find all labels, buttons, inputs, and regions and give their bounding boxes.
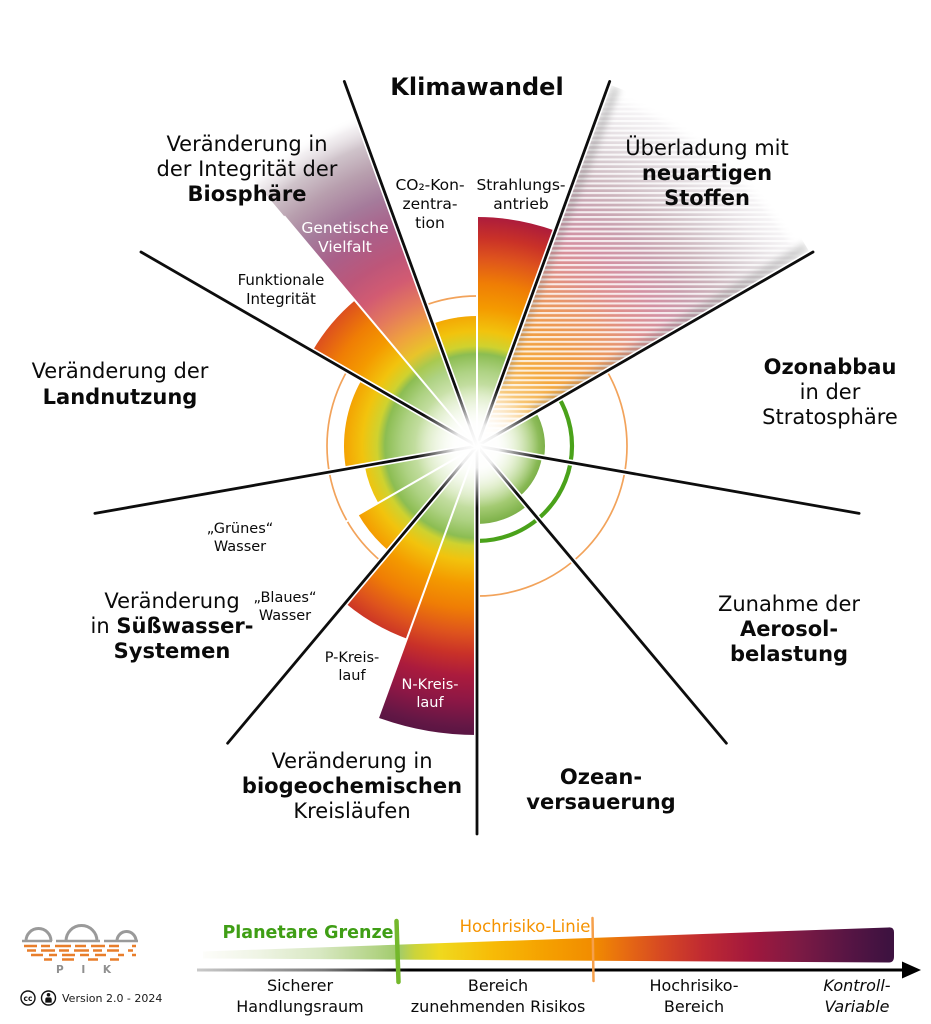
label-biogeochemische-kreislaeufe: Veränderung in biogeochemischen Kreisläufe… (242, 749, 462, 823)
footer: P I K cc Version 2.0 - 2024 (20, 924, 162, 1006)
pik-logo-dome-left (24, 927, 53, 942)
cc-icon-text: cc (24, 994, 33, 1003)
labels-layer: Klimawandel CO₂-Kon-zentra-tion Strahlungs… (32, 73, 898, 823)
label-blaues-wasser: „Blaues“ Wasser (253, 590, 316, 624)
divider-lines-layer (91, 78, 863, 837)
label-gruenes-wasser: „Grünes“ Wasser (207, 521, 274, 555)
label-biosphaere: Veränderung in der Integrität der Biosphär… (157, 132, 338, 206)
sector-boundary-line-340 (342, 80, 478, 446)
label-ozonabbau: Ozonabbau in der Stratosphäre (762, 355, 898, 429)
pik-logo: P I K (22, 924, 144, 976)
label-p-kreislauf: P-Kreis-lauf (325, 650, 380, 684)
sector-boundary-line-260 (93, 444, 477, 515)
sector-boundary-line-20 (476, 80, 612, 446)
label-suesswasser-systeme: Veränderung in Süßwasser-Systemen (91, 589, 254, 663)
high-risk-line-marker (591, 916, 595, 983)
high-risk-line-label: Hochrisiko-Linie (460, 917, 591, 936)
label-kontroll-variable: Kontroll-Variable (823, 976, 890, 1016)
label-landnutzung: Veränderung der Landnutzung (32, 359, 209, 409)
label-neuartige-stoffe: Überladung mit neuartigen Stoffen (625, 135, 788, 210)
label-funktionale-integritaet: Funktionale Integrität (238, 271, 325, 308)
legend-axis-arrowhead (902, 961, 921, 979)
wedge-genetische-vielfalt (250, 115, 477, 446)
label-klimawandel: Klimawandel (390, 73, 563, 101)
planetary-boundary-label: Planetare Grenze (222, 923, 393, 943)
pik-logo-text: P I K (56, 964, 118, 976)
sector-boundary-line-220 (226, 446, 478, 745)
label-aerosolbelastung: Zunahme der Aerosol-belastung (718, 592, 860, 666)
label-sicherer-handlungsraum: Sicherer Handlungsraum (236, 976, 363, 1016)
sector-boundary-line-140 (476, 446, 728, 745)
label-bereich-zunehmenden-risikos: Bereich zunehmenden Risikos (411, 976, 586, 1016)
planetary-boundary-marker (394, 918, 401, 985)
version-text: Version 2.0 - 2024 (62, 992, 162, 1005)
legend: Planetare Grenze Hochrisiko-Linie Sicher… (197, 916, 921, 1016)
label-co2-konzentration: CO₂-Kon-zentra-tion (395, 176, 464, 232)
label-genetische-vielfalt: Genetische Vielfalt (301, 219, 388, 256)
cc-icon (20, 990, 36, 1006)
novel-entities-stripes (477, 84, 811, 446)
cc-by-icon (40, 990, 57, 1006)
wedge-n-kreislauf (378, 446, 477, 735)
label-n-kreislauf: N-Kreis-lauf (402, 677, 459, 711)
cc-by-person-head (46, 993, 51, 997)
cc-by-person-body (45, 997, 52, 1003)
sector-boundary-line-100 (477, 444, 861, 515)
sector-boundary-line-60 (477, 250, 815, 447)
legend-gradient-bar (203, 927, 894, 963)
label-strahlungsantrieb: Strahlungs-antrieb (476, 176, 565, 213)
label-hochrisiko-bereich: Hochrisiko-Bereich (649, 976, 738, 1016)
label-ozeanversauerung: Ozean-versauerung (526, 765, 675, 814)
cc-license-icons: cc (20, 990, 57, 1006)
pik-logo-dome-center (64, 924, 99, 942)
center-glow (415, 384, 539, 508)
sector-boundary-line-300 (139, 250, 477, 447)
pik-logo-dome-right (115, 930, 138, 942)
legend-zone-labels: Sicherer Handlungsraum Bereich zunehmenden … (236, 976, 891, 1016)
